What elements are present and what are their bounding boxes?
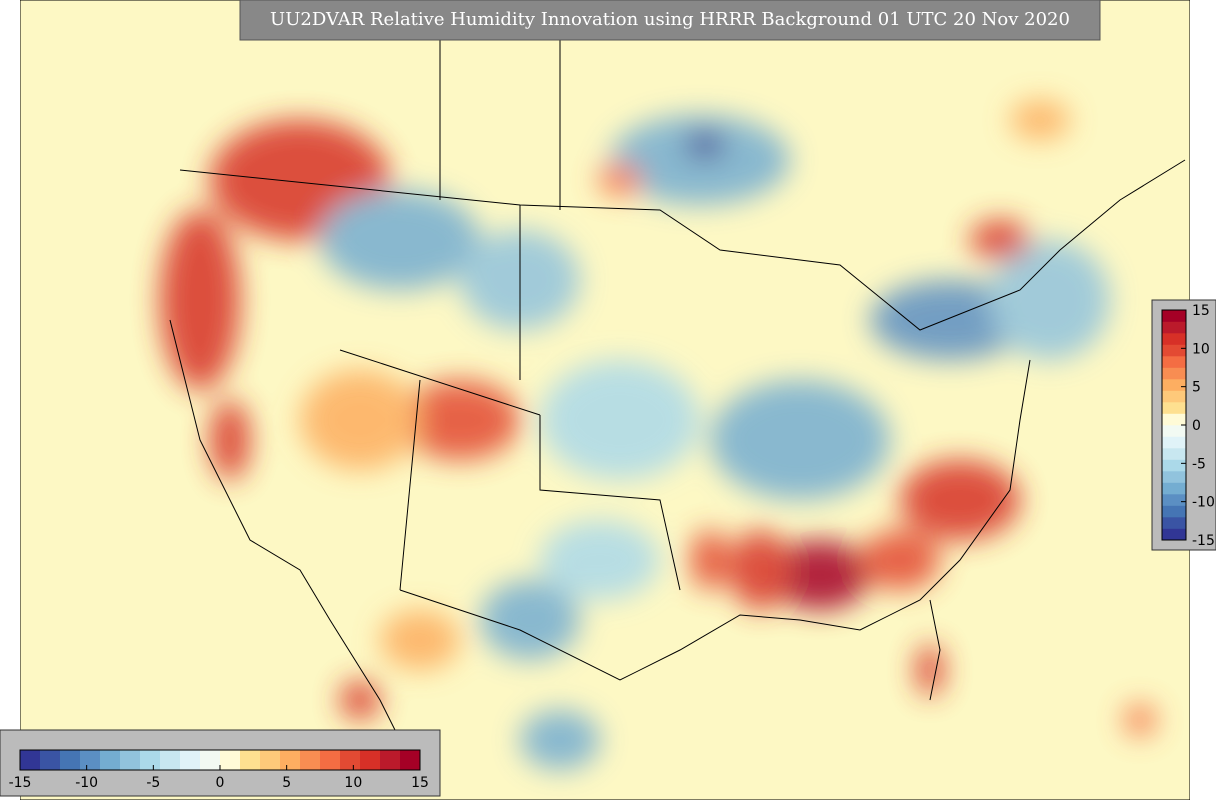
colorbar-segment (340, 750, 361, 770)
colorbar-segment (80, 750, 101, 770)
colorbar-segment (1162, 367, 1186, 380)
colorbar-segment (260, 750, 281, 770)
colorbar-segment (1162, 517, 1186, 529)
colorbar-segment (280, 750, 301, 770)
colorbar-segment (1162, 390, 1186, 403)
colorbar-tick-label: 5 (1192, 380, 1201, 396)
humidity-field (160, 100, 1156, 770)
colorbar-segment (400, 750, 421, 770)
colorbar-segment (1162, 425, 1186, 437)
colorbar-tick-label: 0 (216, 775, 225, 791)
colorbar-segment (300, 750, 321, 770)
colorbar-segment (1162, 402, 1186, 414)
colorbar-segment (360, 750, 381, 770)
borders (169, 40, 1186, 741)
title: UU2DVAR Relative Humidity Innovation usi… (270, 9, 1070, 30)
colorbar-segment (1162, 333, 1186, 345)
colorbar-segment (1162, 356, 1186, 368)
colorbar-tick-label: 5 (282, 775, 291, 791)
colorbar-tick-label: 15 (411, 775, 429, 791)
colorbar-tick-label: 0 (1192, 418, 1201, 434)
colorbar-segment (1162, 482, 1186, 495)
colorbar-tick-label: -15 (1192, 533, 1215, 549)
colorbar-segment (1162, 494, 1186, 506)
colorbar-segment (120, 750, 141, 770)
colorbar-segment (1162, 436, 1186, 449)
colorbar-tick-label: 15 (1192, 303, 1210, 319)
map (20, 0, 1190, 800)
colorbar-segment (1162, 379, 1186, 391)
colorbar-segment (1162, 321, 1186, 334)
colorbar-segment (1162, 310, 1186, 322)
colorbar-tick-label: -5 (146, 775, 160, 791)
colorbar-segment (1162, 459, 1186, 472)
colorbar-segment (180, 750, 201, 770)
colorbar-tick-label: 10 (344, 775, 362, 791)
colorbar-segment (200, 750, 221, 770)
colorbar-segment (1162, 344, 1186, 357)
colorbar-segment (40, 750, 61, 770)
colorbar-segment (240, 750, 261, 770)
colorbar-segment (60, 750, 81, 770)
colorbar-tick-label: -10 (1192, 495, 1215, 511)
colorbar-segment (1162, 413, 1186, 426)
title-box (239, 0, 1101, 41)
colorbar-tick-label: -5 (1192, 456, 1206, 472)
colorbar-segment (320, 750, 341, 770)
colorbar-segment (140, 750, 161, 770)
colorbar-segment (160, 750, 181, 770)
colorbar-tick-label: -10 (75, 775, 98, 791)
colorbar-segment (1162, 471, 1186, 483)
colorbar-segment (220, 750, 241, 770)
colorbar-segment (1162, 448, 1186, 460)
colorbar-horizontal: -15 -10 -5 0 5 10 15 (9, 749, 429, 791)
colorbar-tick-label: -15 (9, 775, 32, 791)
colorbar-segment (100, 750, 121, 770)
colorbar-segment (380, 750, 401, 770)
colorbar-tick-label: 10 (1192, 341, 1210, 357)
colorbar-segment (1162, 528, 1186, 541)
colorbar-segment (20, 750, 41, 770)
colorbar-segment (1162, 505, 1186, 518)
colorbar-vertical: 15 10 5 0 -5 -10 -15 (1161, 303, 1215, 549)
